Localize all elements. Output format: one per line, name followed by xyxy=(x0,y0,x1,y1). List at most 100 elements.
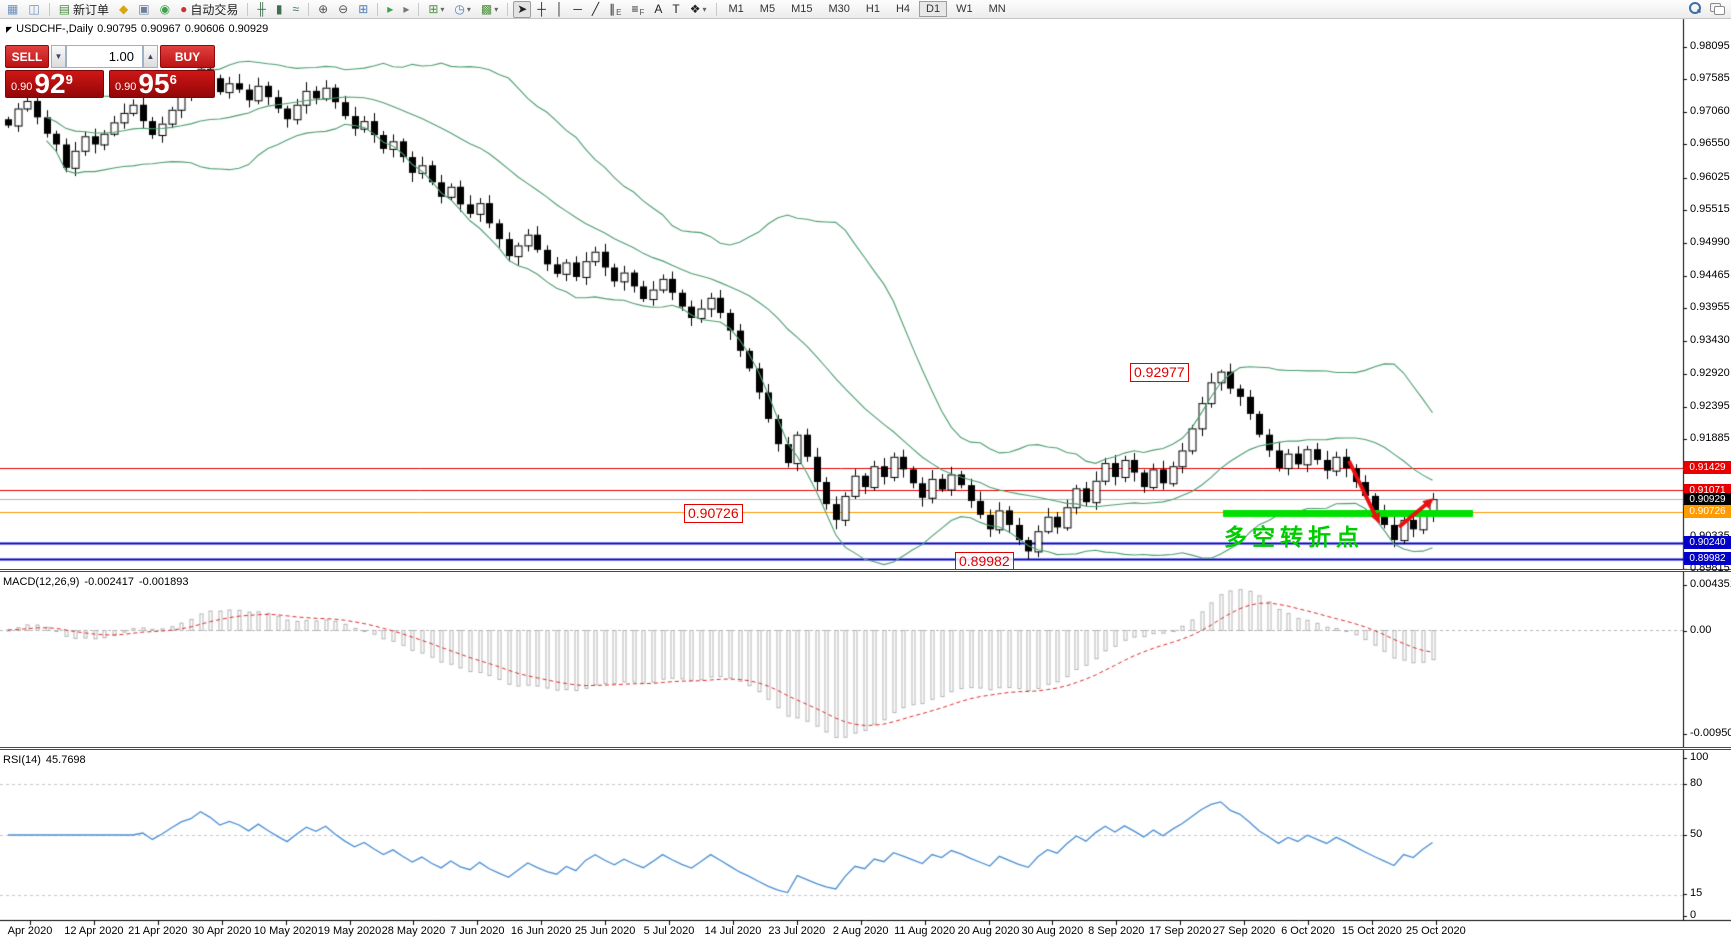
chevron-down-icon[interactable]: ▾ xyxy=(466,4,471,14)
new-order-icon[interactable]: ▤ 新订单 xyxy=(55,1,113,18)
chart-window-icon[interactable]: ▦ xyxy=(3,1,22,18)
fibonacci-icon[interactable]: ≡ F xyxy=(627,1,648,18)
main-toolbar: ▦ ◫ ▤ 新订单 ◆ ▣ ◉ ● 自动交易 ╫ ▮ ≈ ⊕ ⊖ ⊞ ▸ ▸ ⊞ ▾ ◷ ▾ ▩ ▾ ➤ ┼ │ ─ ╱ ∥ E ≡ F A T ❖… xyxy=(0,0,1731,19)
data-window-icon: ◫ xyxy=(28,2,40,16)
date-axis-label: 30 Aug 2020 xyxy=(1021,925,1084,937)
chart-window-icon: ▦ xyxy=(7,2,19,16)
data-window-icon[interactable]: ◫ xyxy=(24,1,43,18)
autotrade-icon[interactable]: ● 自动交易 xyxy=(176,1,242,18)
buy-price-button[interactable]: 0.90 95 6 xyxy=(109,70,215,98)
price-tag-0.90726: 0.90726 xyxy=(1684,505,1731,519)
horizontal-line-icon[interactable]: ─ xyxy=(569,1,586,18)
terminal-icon: ▣ xyxy=(138,2,150,16)
rsi-scale-label: 100 xyxy=(1690,751,1709,763)
macd-scale-label: -0.009504 xyxy=(1690,727,1731,739)
rsi-scale-label: 0 xyxy=(1690,909,1697,921)
line-chart-icon: ≈ xyxy=(292,2,300,16)
search-icon[interactable] xyxy=(1689,2,1701,14)
pane-separator-macd[interactable] xyxy=(0,569,1731,572)
date-axis-label: 30 Apr 2020 xyxy=(192,925,252,937)
channel-icon: ∥ xyxy=(609,2,616,16)
new-chart-icon[interactable]: ⊞ ▾ xyxy=(424,1,448,18)
cursor-icon[interactable]: ➤ xyxy=(513,0,532,18)
chart-shift-icon[interactable]: ▸ xyxy=(399,1,413,18)
toolbar-separator xyxy=(247,2,249,16)
vertical-line-icon: │ xyxy=(555,2,564,16)
annotation-high-price[interactable]: 0.92977 xyxy=(1130,363,1189,382)
annotation-turning-point-text[interactable]: 多空转折点 xyxy=(1224,524,1364,550)
timeframe-m1[interactable]: M1 xyxy=(728,3,744,15)
auto-scroll-icon[interactable]: ▸ xyxy=(383,1,397,18)
trendline-icon[interactable]: ╱ xyxy=(588,1,603,18)
price-axis-label: 0.94465 xyxy=(1690,269,1730,282)
date-axis-label: 14 Jul 2020 xyxy=(704,925,762,937)
sell-price-pips: 92 xyxy=(34,68,66,99)
vertical-line-icon[interactable]: │ xyxy=(552,1,568,18)
price-axis-label: 0.98095 xyxy=(1690,40,1730,52)
date-axis-label: 7 Jun 2020 xyxy=(450,925,505,937)
news-icon[interactable]: ◉ xyxy=(156,1,174,18)
timeframe-m30[interactable]: M30 xyxy=(828,3,850,15)
chat-icon[interactable] xyxy=(1710,2,1725,15)
date-axis-label: 16 Jun 2020 xyxy=(510,925,572,937)
date-axis-label: 5 Jul 2020 xyxy=(643,925,695,937)
date-axis-label: 6 Oct 2020 xyxy=(1281,925,1335,937)
annotation-low-price[interactable]: 0.89982 xyxy=(955,552,1014,571)
autotrade-icon-label: 自动交易 xyxy=(190,2,239,17)
price-axis-label: 0.93955 xyxy=(1690,301,1730,314)
filter-icon[interactable]: ◆ xyxy=(115,1,132,18)
rsi-value: 45.7698 xyxy=(45,754,86,766)
toolbar-separator xyxy=(48,2,50,16)
candle-chart-icon[interactable]: ▮ xyxy=(272,1,287,18)
volume-input[interactable] xyxy=(66,45,143,68)
timeframe-h4[interactable]: H4 xyxy=(895,3,910,15)
rsi-indicator-label: RSI(14) 45.7698 xyxy=(3,754,91,766)
price-axis-label: 0.96550 xyxy=(1690,137,1730,150)
shapes-icon[interactable]: ❖ ▾ xyxy=(686,1,711,18)
rsi-scale-label: 50 xyxy=(1690,828,1703,840)
template-icon[interactable]: ▩ ▾ xyxy=(477,1,502,18)
price-axis-label: 0.92920 xyxy=(1690,366,1730,379)
annotation-support-price[interactable]: 0.90726 xyxy=(684,504,743,523)
buy-button[interactable]: BUY xyxy=(160,45,215,68)
chevron-down-icon[interactable]: ▾ xyxy=(494,4,499,14)
price-axis-label: 0.92395 xyxy=(1690,399,1730,412)
timeframe-mn[interactable]: MN xyxy=(988,3,1006,15)
ohlc-low: 0.90606 xyxy=(184,23,225,35)
date-axis-label: 10 May 2020 xyxy=(253,925,318,937)
timeframe-d1[interactable]: D1 xyxy=(919,1,948,17)
date-axis-label: 27 Sep 2020 xyxy=(1212,925,1276,937)
line-chart-icon[interactable]: ≈ xyxy=(289,1,304,18)
sell-button[interactable]: SELL xyxy=(5,45,49,68)
macd-scale-label: 0.00 xyxy=(1690,624,1712,636)
zoom-out-icon[interactable]: ⊖ xyxy=(334,1,352,18)
pane-separator-rsi[interactable] xyxy=(0,747,1731,750)
volume-increase-button[interactable]: ▲ xyxy=(143,45,158,68)
timeframe-m15[interactable]: M15 xyxy=(791,3,813,15)
timeframe-m5[interactable]: M5 xyxy=(759,3,776,15)
chevron-down-icon[interactable]: ▾ xyxy=(702,4,707,14)
bar-chart-icon[interactable]: ╫ xyxy=(253,1,270,18)
text-label-icon[interactable]: T xyxy=(668,1,683,18)
text-icon[interactable]: A xyxy=(650,1,666,18)
tile-windows-icon[interactable]: ⊞ xyxy=(354,1,372,18)
date-axis-label: 28 May 2020 xyxy=(381,925,446,937)
price-axis-label: 0.97060 xyxy=(1690,105,1730,118)
chart-shift-icon: ▸ xyxy=(403,2,410,16)
chevron-down-icon[interactable]: ▾ xyxy=(440,4,445,14)
zoom-in-icon[interactable]: ⊕ xyxy=(314,1,332,18)
crosshair-icon[interactable]: ┼ xyxy=(533,1,550,18)
date-axis-label: 25 Oct 2020 xyxy=(1405,925,1466,937)
terminal-icon[interactable]: ▣ xyxy=(134,1,153,18)
sell-price-button[interactable]: 0.90 92 9 xyxy=(5,70,104,98)
symbol-name: USDCHF-,Daily xyxy=(16,23,94,35)
volume-decrease-button[interactable]: ▼ xyxy=(51,45,66,68)
timeframe-h1[interactable]: H1 xyxy=(865,3,880,15)
new-order-icon-label: 新订单 xyxy=(73,2,110,17)
timeframe-w1[interactable]: W1 xyxy=(956,3,973,15)
channel-icon[interactable]: ∥ E xyxy=(605,1,625,18)
price-tag-0.89982: 0.89982 xyxy=(1684,552,1731,566)
period-icon[interactable]: ◷ ▾ xyxy=(450,1,475,18)
